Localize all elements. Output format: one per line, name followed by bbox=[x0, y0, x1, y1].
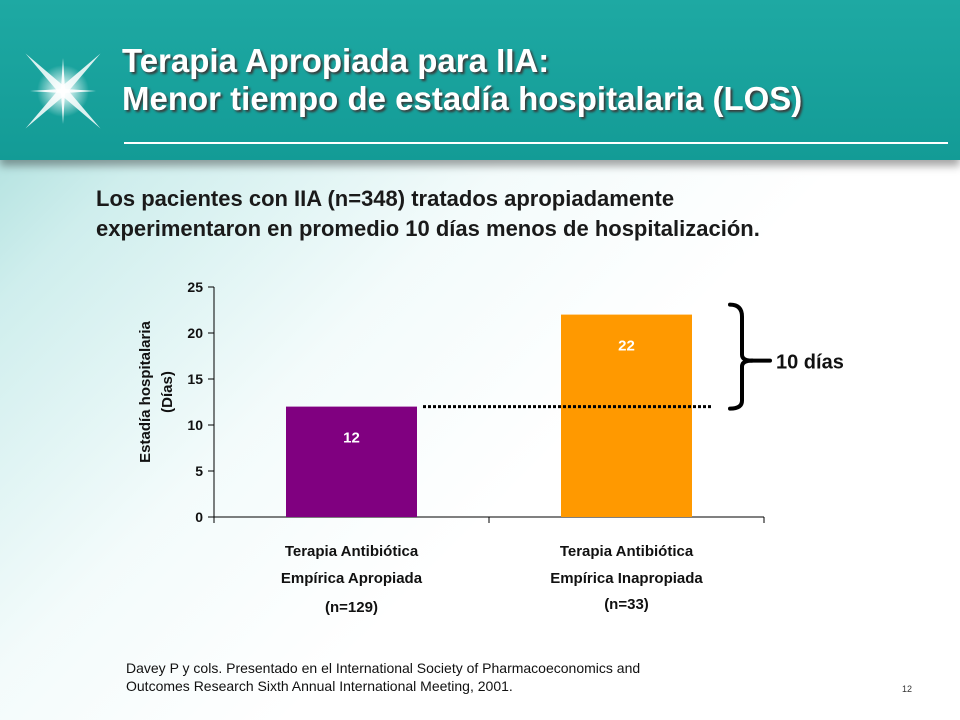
y-tick-label: 25 bbox=[187, 279, 203, 295]
data-label: 22 bbox=[618, 338, 635, 355]
x-tick-label: Empírica Apropiada bbox=[281, 570, 423, 587]
x-tick-label: Terapia Antibiótica bbox=[285, 543, 419, 560]
citation-line-1: Davey P y cols. Presentado en el Interna… bbox=[126, 660, 641, 676]
y-tick-label: 5 bbox=[195, 463, 203, 479]
title-line-1: Terapia Apropiada para IIA: bbox=[122, 42, 550, 79]
key-message-line-2: experimentaron en promedio 10 días menos… bbox=[96, 216, 760, 241]
page-title: Terapia Apropiada para IIA: Menor tiempo… bbox=[122, 42, 802, 118]
difference-label: 10 días bbox=[776, 352, 844, 374]
x-tick-label: Terapia Antibiótica bbox=[560, 543, 694, 560]
title-banner: Terapia Apropiada para IIA: Menor tiempo… bbox=[0, 0, 960, 160]
data-label: 12 bbox=[343, 430, 360, 447]
x-tick-label: (n=33) bbox=[604, 596, 649, 613]
title-line-2: Menor tiempo de estadía hospitalaria (LO… bbox=[122, 80, 803, 117]
y-tick-label: 15 bbox=[187, 371, 203, 387]
key-message: Los pacientes con IIA (n=348) tratados a… bbox=[96, 184, 936, 244]
bar bbox=[286, 406, 417, 517]
citation: Davey P y cols. Presentado en el Interna… bbox=[126, 659, 640, 695]
y-axis-title: Estadía hospitalaria (Días) bbox=[137, 320, 176, 462]
y-axis-title-line: (Días) bbox=[159, 371, 176, 413]
y-tick-label: 10 bbox=[187, 417, 203, 433]
x-tick-label: Empírica Inapropiada bbox=[550, 570, 703, 587]
page-number: 12 bbox=[902, 684, 913, 694]
citation-line-2: Outcomes Research Sixth Annual Internati… bbox=[126, 678, 513, 694]
sparkle-icon bbox=[25, 53, 101, 129]
x-tick-label: (n=129) bbox=[325, 599, 378, 616]
y-axis-title-line: Estadía hospitalaria bbox=[137, 320, 154, 462]
bracket-lower bbox=[728, 358, 754, 411]
bar bbox=[561, 314, 692, 517]
y-tick-label: 0 bbox=[195, 509, 203, 525]
key-message-line-1: Los pacientes con IIA (n=348) tratados a… bbox=[96, 186, 675, 211]
bracket-upper bbox=[728, 302, 754, 363]
title-underline bbox=[124, 142, 948, 144]
y-tick-label: 20 bbox=[187, 325, 203, 341]
